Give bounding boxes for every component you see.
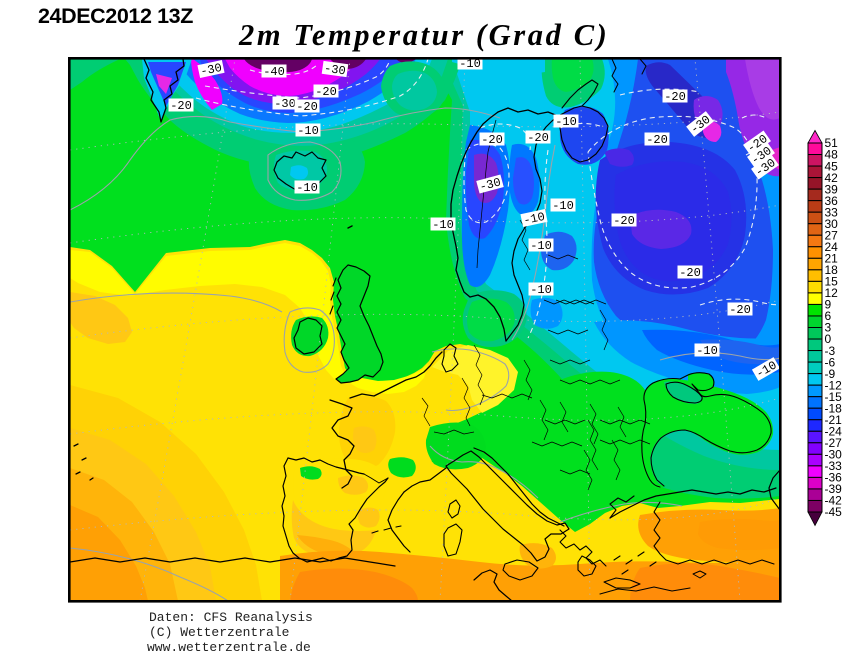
svg-text:-20: -20	[679, 266, 701, 280]
svg-text:24DEC2012 13Z: 24DEC2012 13Z	[38, 4, 193, 28]
svg-text:-18: -18	[825, 401, 843, 415]
svg-text:-10: -10	[522, 210, 546, 228]
svg-text:-10: -10	[530, 239, 552, 253]
svg-text:-20: -20	[315, 85, 337, 99]
svg-text:-33: -33	[825, 459, 843, 473]
svg-text:9: 9	[825, 298, 832, 312]
svg-text:-10: -10	[459, 57, 481, 71]
svg-text:-30: -30	[199, 61, 223, 79]
svg-text:www.wetterzentrale.de: www.wetterzentrale.de	[147, 640, 311, 655]
svg-text:-20: -20	[170, 99, 192, 113]
svg-text:-20: -20	[646, 133, 668, 147]
svg-text:-3: -3	[825, 344, 836, 358]
svg-text:-10: -10	[296, 181, 318, 195]
svg-text:Daten: CFS Reanalysis: Daten: CFS Reanalysis	[149, 610, 313, 625]
svg-text:-30: -30	[825, 448, 843, 462]
svg-text:-20: -20	[729, 303, 751, 317]
svg-text:-40: -40	[263, 65, 285, 79]
svg-text:27: 27	[825, 228, 839, 242]
svg-text:21: 21	[825, 252, 839, 266]
svg-text:15: 15	[825, 275, 839, 289]
svg-text:39: 39	[825, 182, 839, 196]
svg-text:-21: -21	[825, 413, 843, 427]
svg-text:24: 24	[825, 240, 839, 254]
svg-text:33: 33	[825, 205, 839, 219]
svg-text:2m Temperatur (Grad C): 2m Temperatur (Grad C)	[238, 18, 609, 52]
svg-text:-10: -10	[552, 199, 574, 213]
svg-text:-9: -9	[825, 367, 836, 381]
svg-text:0: 0	[825, 332, 832, 346]
svg-text:36: 36	[825, 194, 839, 208]
svg-text:(C) Wetterzentrale: (C) Wetterzentrale	[149, 625, 289, 640]
svg-text:-12: -12	[825, 378, 843, 392]
svg-text:18: 18	[825, 263, 839, 277]
svg-text:-20: -20	[481, 133, 503, 147]
svg-text:30: 30	[825, 217, 839, 231]
svg-text:-20: -20	[613, 214, 635, 228]
svg-text:-20: -20	[296, 100, 318, 114]
svg-text:3: 3	[825, 321, 832, 335]
svg-text:-20: -20	[664, 90, 686, 104]
svg-text:-10: -10	[297, 124, 319, 138]
svg-text:-10: -10	[555, 115, 577, 129]
svg-text:-6: -6	[825, 355, 836, 369]
svg-text:-27: -27	[825, 436, 843, 450]
svg-text:-39: -39	[825, 482, 843, 496]
svg-text:-10: -10	[696, 344, 718, 358]
svg-text:-30: -30	[274, 97, 296, 111]
svg-text:51: 51	[825, 136, 839, 150]
svg-text:-10: -10	[530, 283, 552, 297]
svg-text:48: 48	[825, 148, 839, 162]
svg-text:-10: -10	[432, 218, 454, 232]
svg-text:45: 45	[825, 159, 839, 173]
svg-text:6: 6	[825, 309, 832, 323]
svg-text:-45: -45	[825, 505, 843, 519]
svg-text:-15: -15	[825, 390, 843, 404]
svg-text:-30: -30	[478, 175, 502, 194]
svg-text:42: 42	[825, 171, 839, 185]
svg-text:-36: -36	[825, 471, 843, 485]
svg-text:-24: -24	[825, 424, 843, 438]
svg-text:-30: -30	[323, 62, 346, 79]
svg-text:-42: -42	[825, 494, 843, 508]
svg-text:-20: -20	[527, 131, 549, 145]
svg-text:12: 12	[825, 286, 839, 300]
